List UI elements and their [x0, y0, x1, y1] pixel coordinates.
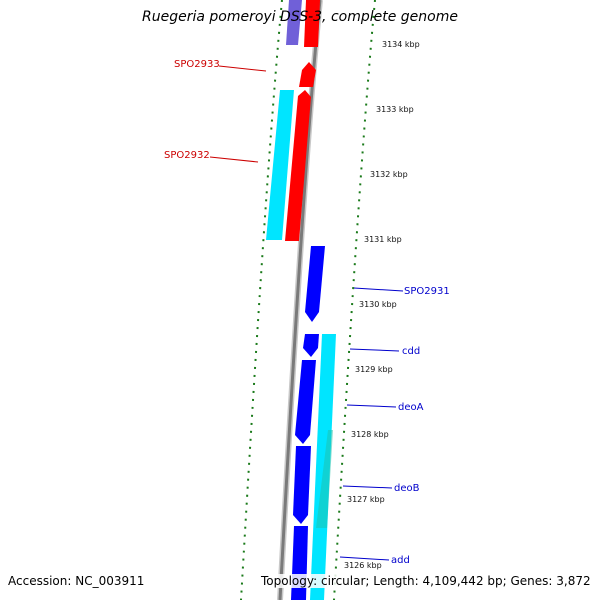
ruler-label-3131: 3131 kbp: [364, 235, 402, 244]
gene-SPO2931-arrow: [305, 246, 325, 322]
ruler-label-3128: 3128 kbp: [351, 430, 389, 439]
gene-deoB-arrow: [293, 446, 311, 524]
gene-deoA-arrow: [295, 360, 316, 444]
gene-SPO2932-arrow: [285, 90, 311, 241]
cyan-feature-upper: [266, 90, 294, 240]
gene-SPO2933-arrow: [299, 62, 316, 87]
feature-lavender: [286, 0, 302, 45]
ruler-label-3132: 3132 kbp: [370, 170, 408, 179]
ruler-label-3129: 3129 kbp: [355, 365, 393, 374]
gene-cdd-arrow: [303, 334, 319, 357]
reverse-leader-lines: [209, 65, 267, 163]
forward-leader-lines: [339, 287, 404, 561]
gene-label-deoB[interactable]: deoB: [394, 483, 420, 494]
accession-label: Accession: NC_003911: [8, 574, 145, 588]
ruler-label-3127: 3127 kbp: [347, 495, 385, 504]
gene-label-add[interactable]: add: [391, 555, 410, 566]
gene-label-SPO2932[interactable]: SPO2932: [164, 150, 210, 161]
cyan-feature-lower: [310, 334, 336, 600]
backbone-line: [278, 0, 322, 600]
ruler-label-3130: 3130 kbp: [359, 300, 397, 309]
ruler-label-3133: 3133 kbp: [376, 105, 414, 114]
ruler-label-3134: 3134 kbp: [382, 40, 420, 49]
gene-label-SPO2931[interactable]: SPO2931: [404, 286, 450, 297]
gene-add-arrow: [291, 526, 308, 600]
topology-label: Topology: circular; Length: 4,109,442 bp…: [261, 574, 591, 588]
ruler-label-3126: 3126 kbp: [344, 561, 382, 570]
gene-label-cdd[interactable]: cdd: [402, 346, 420, 357]
cyan-overlap-shade: [316, 430, 333, 528]
gene-label-SPO2933[interactable]: SPO2933: [174, 59, 220, 70]
inner-tick-ring: [240, 0, 283, 600]
gene-label-deoA[interactable]: deoA: [398, 402, 424, 413]
feature-red-top: [304, 0, 320, 47]
map-title: Ruegeria pomeroyi DSS-3, complete genome: [142, 9, 458, 25]
